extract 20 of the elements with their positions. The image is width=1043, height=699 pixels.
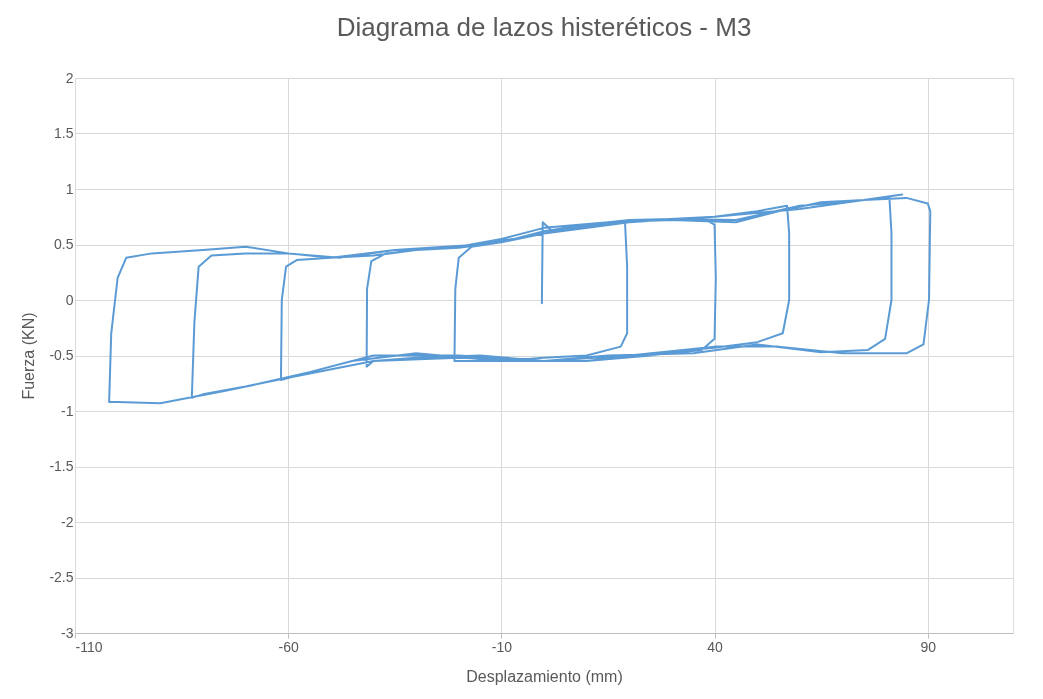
y-tick-label: 1.5: [54, 125, 74, 141]
y-tick-label: 2: [65, 69, 74, 86]
x-tick-label: -60: [278, 638, 300, 655]
y-axis-title: Fuerza (KN): [20, 312, 38, 400]
y-tick-label: -2: [61, 513, 74, 530]
x-tick-label: 40: [707, 638, 724, 655]
line-series: [108, 193, 932, 405]
y-tick-label: -2.5: [49, 569, 74, 585]
x-axis-title: Desplazamiento (mm): [466, 667, 623, 685]
y-tick-label: -3: [61, 624, 74, 641]
y-tick-label: -1: [61, 402, 74, 419]
x-tick-label: -110: [75, 638, 103, 655]
y-tick-label: 1: [65, 180, 74, 197]
y-tick-label: 0.5: [54, 236, 74, 252]
y-tick-label: -1.5: [49, 458, 74, 474]
x-tick-label: 90: [920, 638, 937, 655]
y-tick-label: 0: [65, 291, 74, 308]
y-tick-label: -0.5: [49, 347, 74, 363]
chart-title: Diagrama de lazos histeréticos - M3: [336, 12, 752, 42]
x-tick-label: -10: [491, 638, 513, 655]
